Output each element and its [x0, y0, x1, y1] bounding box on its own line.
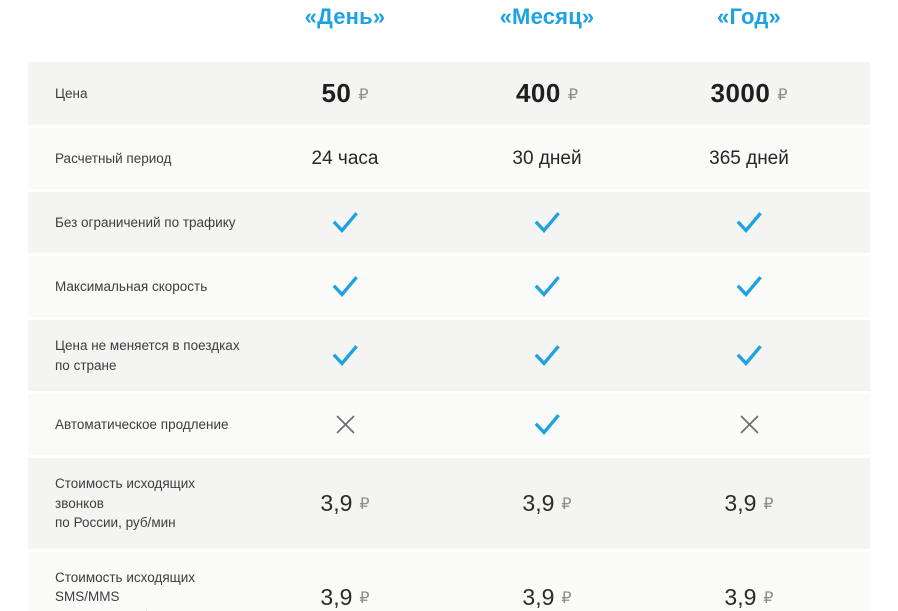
text-value: 30 дней [512, 147, 582, 169]
cell-value [446, 275, 648, 298]
cell-value: 3,9 ₽ [648, 584, 850, 611]
table-row: Максимальная скорость [28, 256, 870, 317]
table-row: Цена 50 ₽400 ₽3000 ₽ [28, 62, 870, 125]
tariff-comparison-table: «День» «Месяц» «Год» Цена 50 ₽400 ₽3000 ₽ Рас… [28, 0, 870, 611]
check-icon [332, 344, 358, 366]
check-icon [736, 275, 762, 297]
price-value: 3,9 [522, 489, 555, 516]
ruble-sign: ₽ [567, 87, 579, 104]
table-row: Расчетный период 24 часа 30 дней 365 дней [28, 128, 870, 189]
price-value: 50 [321, 78, 352, 108]
cell-value: 30 дней [446, 148, 648, 170]
ruble-sign: ₽ [777, 87, 788, 104]
tariff-month-header[interactable]: «Месяц» [499, 4, 595, 29]
cross-icon [336, 415, 354, 434]
table-body: Цена 50 ₽400 ₽3000 ₽ Расчетный период 24 часа 3… [28, 62, 870, 611]
price-value: 3000 [710, 78, 771, 108]
check-icon [736, 344, 762, 366]
row-label: Расчетный период [55, 150, 172, 166]
tariff-year-header[interactable]: «Год» [717, 4, 781, 29]
ruble-sign: ₽ [561, 589, 572, 607]
check-icon [736, 211, 762, 233]
ruble-sign: ₽ [359, 495, 370, 513]
row-label: Стоимость исходящих звонков по России, р… [55, 476, 196, 531]
cell-value [648, 211, 850, 234]
cell-value [446, 413, 648, 436]
check-icon [534, 211, 560, 233]
text-value: 365 дней [709, 147, 789, 169]
cell-value: 365 дней [648, 148, 850, 170]
cell-value: 3,9 ₽ [648, 490, 850, 517]
row-label: Автоматическое продление [55, 416, 229, 432]
check-icon [534, 413, 560, 435]
cell-value [648, 344, 850, 367]
table-header-row: «День» «Месяц» «Год» [28, 0, 870, 62]
ruble-sign: ₽ [359, 589, 370, 607]
cell-value [446, 211, 648, 234]
row-label: Без ограничений по трафику [55, 214, 236, 230]
table-row: Цена не меняется в поездках по стране [28, 320, 870, 392]
cell-value: 50 ₽ [244, 78, 446, 109]
row-label: Цена [55, 85, 88, 101]
check-icon [534, 344, 560, 366]
cell-value: 3000 ₽ [648, 78, 850, 109]
cell-value [244, 414, 446, 435]
cell-value [244, 344, 446, 367]
cell-value: 3,9 ₽ [244, 584, 446, 611]
table-row: Стоимость исходящих звонков по России, р… [28, 458, 870, 549]
ruble-sign: ₽ [763, 495, 774, 513]
cell-value [446, 344, 648, 367]
price-value: 400 [515, 78, 561, 108]
check-icon [332, 211, 358, 233]
table-row: Без ограничений по трафику [28, 192, 870, 253]
row-label: Стоимость исходящих SMS/MMS по России, р… [55, 569, 196, 611]
cell-value: 24 часа [244, 148, 446, 170]
price-value: 3,9 [320, 489, 353, 516]
cell-value [244, 211, 446, 234]
check-icon [332, 275, 358, 297]
price-value: 3,9 [724, 583, 757, 610]
cell-value [648, 275, 850, 298]
cross-icon [740, 415, 758, 434]
cell-value [244, 275, 446, 298]
cell-value: 400 ₽ [446, 78, 648, 109]
table-row: Автоматическое продление [28, 394, 870, 456]
ruble-sign: ₽ [358, 87, 369, 104]
cell-value: 3,9 ₽ [446, 490, 648, 517]
tariff-day-header[interactable]: «День» [304, 4, 386, 29]
price-value: 3,9 [522, 583, 555, 610]
table-row: Стоимость исходящих SMS/MMS по России, р… [28, 551, 870, 611]
row-label: Цена не меняется в поездках по стране [55, 338, 240, 373]
price-value: 3,9 [724, 489, 757, 516]
ruble-sign: ₽ [763, 589, 774, 607]
check-icon [534, 275, 560, 297]
cell-value [648, 414, 850, 435]
text-value: 24 часа [311, 147, 379, 169]
price-value: 3,9 [320, 583, 353, 610]
ruble-sign: ₽ [561, 495, 572, 513]
cell-value: 3,9 ₽ [446, 584, 648, 611]
cell-value: 3,9 ₽ [244, 490, 446, 517]
row-label: Максимальная скорость [55, 278, 208, 294]
